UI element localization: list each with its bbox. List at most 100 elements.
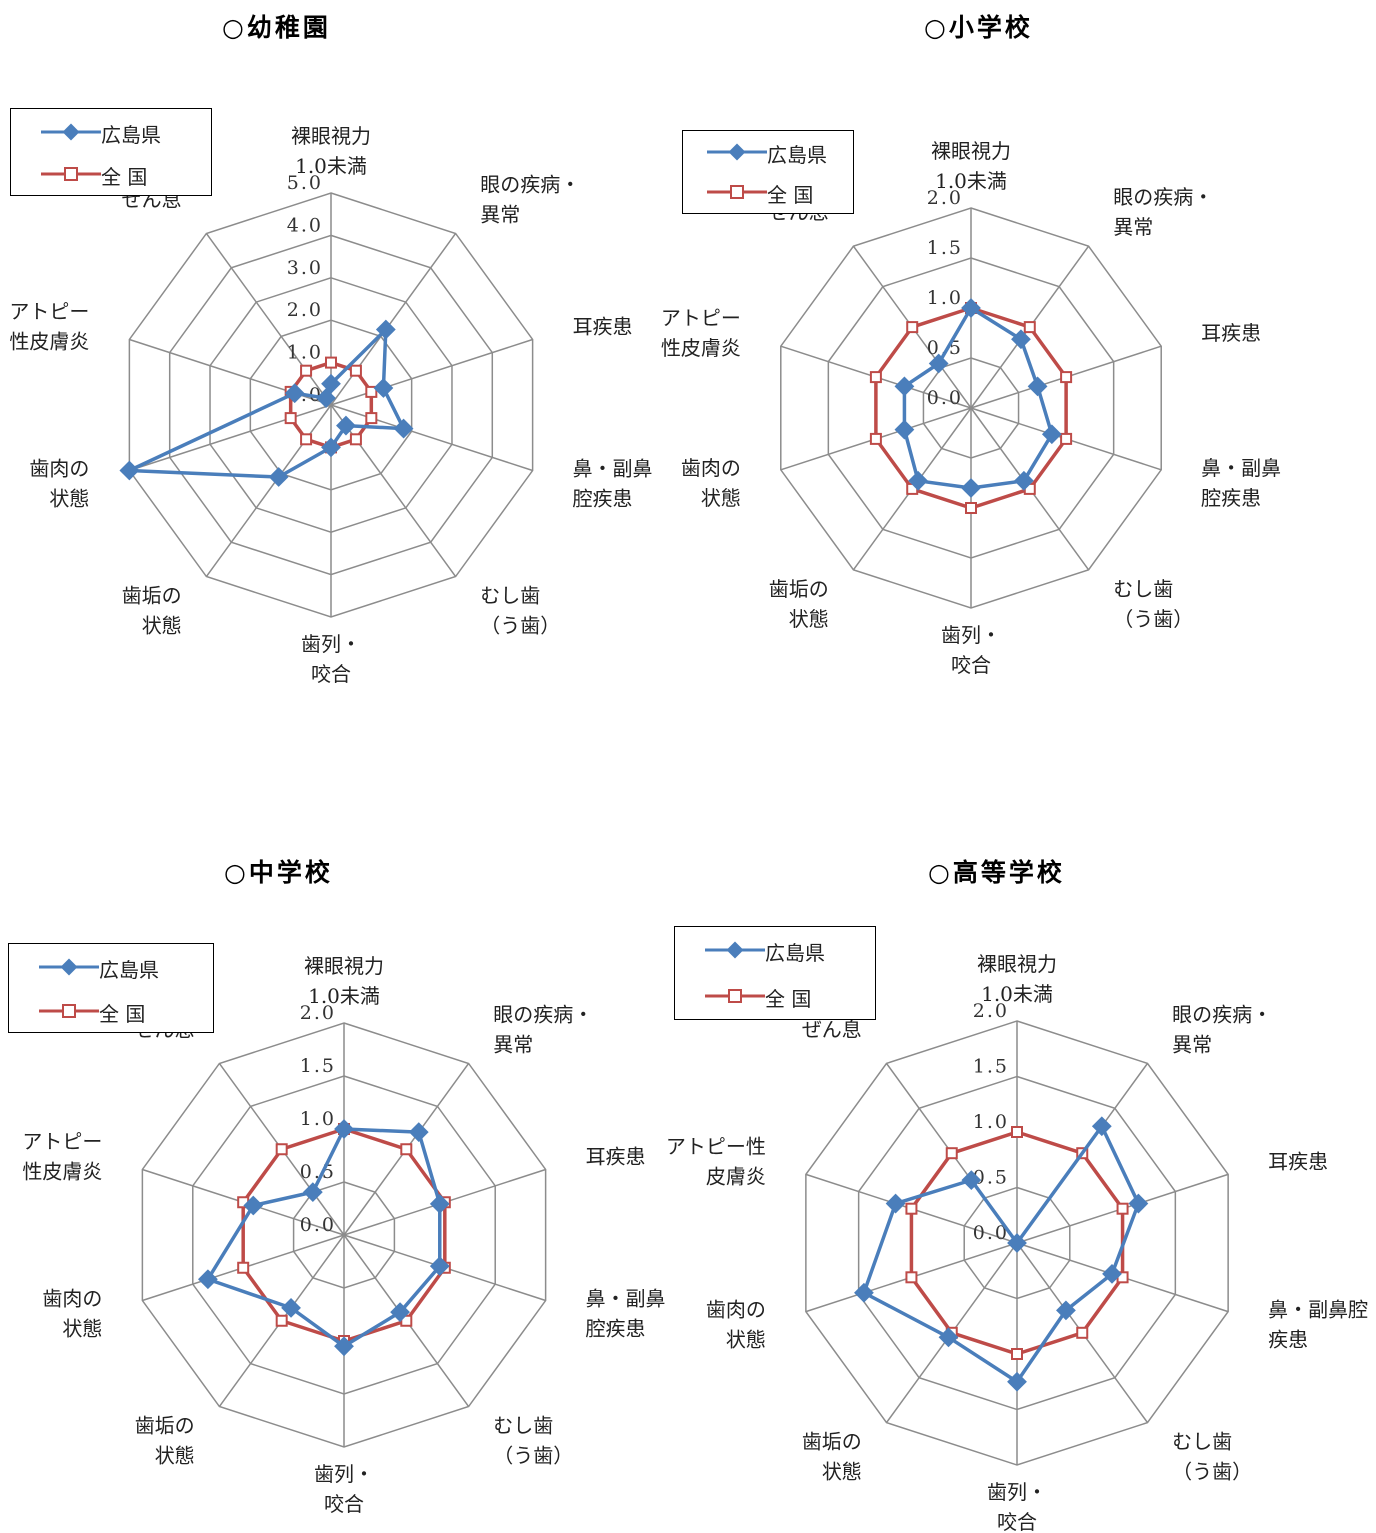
tick-label: 4.0 — [287, 214, 323, 236]
axis-category-label-line: 状態 — [822, 1460, 862, 1484]
tick-label: 1.0 — [287, 342, 323, 364]
axis-category-label: 歯垢の状態 — [769, 577, 829, 631]
data-point-national — [1076, 1326, 1089, 1339]
axis-category-label-line: アトピー性 — [666, 1134, 766, 1158]
data-point-hiroshima — [119, 460, 140, 481]
axis-category-label-line: （う歯） — [1172, 1460, 1252, 1484]
data-point-hiroshima — [928, 353, 949, 374]
axis-category-label-line: （う歯） — [493, 1443, 573, 1467]
data-point-hiroshima — [961, 298, 981, 318]
axis-category-label: 歯肉の状態 — [706, 1298, 766, 1352]
axis-category-label: 歯垢の状態 — [122, 583, 182, 637]
tick-label: 2.0 — [287, 299, 323, 321]
legend: 広島県 全 国 — [674, 926, 876, 1020]
axis-category-label: 裸眼視力 1.0未満 — [304, 954, 384, 1008]
axis-category-label-line: 性皮膚炎 — [661, 336, 741, 360]
axis-category-label: むし歯 （う歯） — [480, 583, 560, 637]
axis-category-label-line: 腔疾患 — [573, 486, 633, 510]
axis-category-label: 歯肉の状態 — [29, 456, 89, 510]
axis-category-label-line: 裸眼視力 — [977, 952, 1057, 976]
axis-category-label-line: 咬合 — [997, 1510, 1037, 1533]
data-point-hiroshima — [373, 378, 394, 398]
axis-category-label-line: 咬合 — [324, 1492, 364, 1516]
axis-category-label: 眼の疾病・異常 — [1113, 185, 1213, 239]
data-point-hiroshima — [281, 1297, 301, 1318]
axis-category-label-line: 状態 — [62, 1316, 102, 1340]
data-point-hiroshima — [302, 1182, 323, 1203]
axis-category-label-line: 1.0未満 — [981, 982, 1053, 1006]
legend-hiroshima-label: 広島県 — [101, 123, 161, 147]
axis-category-label-line: アトピー — [661, 306, 741, 330]
tick-label: 2.0 — [300, 1002, 336, 1024]
data-point-national — [284, 412, 297, 425]
data-point-national — [906, 321, 919, 334]
axis-category-label-line: 疾患 — [1268, 1328, 1308, 1352]
axis-category-label-line: 鼻・副鼻 — [573, 456, 653, 480]
axis-category-label: 歯肉の状態 — [42, 1286, 102, 1340]
legend-hiroshima-marker — [39, 958, 99, 976]
axis-category-label-line: 状態 — [701, 486, 741, 510]
axis-category-label: 耳疾患 — [586, 1145, 646, 1169]
axis-category-label: 歯列・咬合 — [941, 623, 1001, 677]
data-point-national — [965, 502, 977, 514]
axis-category-label: 鼻・副鼻腔疾患 — [586, 1286, 666, 1340]
grid-spoke — [205, 404, 332, 577]
data-point-national — [1011, 1348, 1023, 1360]
axis-category-label: アトピー性皮膚炎 — [9, 300, 89, 354]
axis-category-label: 耳疾患 — [1268, 1149, 1328, 1173]
data-point-national — [1023, 321, 1036, 334]
tick-label: 3.0 — [287, 257, 323, 279]
tick-label: 1.0 — [927, 287, 963, 309]
data-point-hiroshima — [268, 467, 289, 487]
data-point-national — [1060, 371, 1073, 384]
axis-category-label-line: 眼の疾病・ — [480, 173, 580, 197]
axis-category-label-line: 咬合 — [311, 662, 351, 686]
legend-national-marker — [707, 185, 767, 199]
axis-category-label-line: 状態 — [726, 1328, 766, 1352]
axis-category-label: むし歯 （う歯） — [493, 1413, 573, 1467]
axis-category-label-line: 1.0未満 — [295, 154, 367, 178]
axis-category-label: 眼の疾病・異常 — [493, 1003, 593, 1057]
axis-category-label-line: 歯垢の — [802, 1430, 862, 1454]
grid-spoke — [330, 404, 533, 472]
data-point-hiroshima — [885, 1193, 906, 1214]
data-point-hiroshima — [334, 1336, 354, 1357]
tick-label: 0.0 — [973, 1222, 1009, 1244]
chart-title: ○小学校 — [924, 13, 1033, 42]
data-point-hiroshima — [316, 388, 336, 409]
axis-category-label-line: 異常 — [1172, 1032, 1212, 1056]
legend-national-marker — [705, 989, 765, 1003]
axis-category-label-line: 歯肉の — [706, 1298, 766, 1322]
axis-category-label-line: （う歯） — [1113, 607, 1193, 631]
axis-category-label: 鼻・副鼻腔疾患 — [1268, 1298, 1368, 1352]
axis-category-label: 鼻・副鼻腔疾患 — [573, 456, 653, 510]
legend-national-label: 全 国 — [765, 987, 812, 1011]
axis-category-label: むし歯 （う歯） — [1172, 1430, 1252, 1484]
axis-category-label-line: 耳疾患 — [573, 315, 633, 339]
data-point-hiroshima — [334, 1119, 354, 1139]
tick-label: 1.5 — [300, 1055, 336, 1077]
data-point-hiroshima — [1041, 424, 1062, 445]
tick-label: 2.0 — [973, 1000, 1009, 1022]
tick-label: 2.0 — [927, 187, 963, 209]
data-point-hiroshima — [1011, 329, 1031, 350]
data-point-hiroshima — [908, 470, 928, 491]
legend-hiroshima-marker — [707, 143, 767, 161]
axis-category-label-line: むし歯 — [1172, 1430, 1232, 1454]
data-point-hiroshima — [375, 319, 396, 340]
axis-category-label: 眼の疾病・異常 — [1172, 1002, 1272, 1056]
data-point-national — [1116, 1202, 1129, 1215]
axis-category-label-line: 歯列・ — [314, 1462, 374, 1486]
data-point-national — [869, 371, 882, 384]
tick-label: 1.0 — [300, 1108, 336, 1130]
legend-national-marker — [41, 167, 101, 181]
data-point-hiroshima — [321, 437, 341, 458]
axis-category-label-line: 状態 — [49, 486, 89, 510]
axis-category-label-line: 鼻・副鼻 — [586, 1286, 666, 1310]
axis-category-label-line: 眼の疾病・ — [1113, 185, 1213, 209]
axis-category-label-line: 1.0未満 — [935, 169, 1007, 193]
tick-label: 1.5 — [927, 237, 963, 259]
tick-label: 0.5 — [973, 1167, 1009, 1189]
